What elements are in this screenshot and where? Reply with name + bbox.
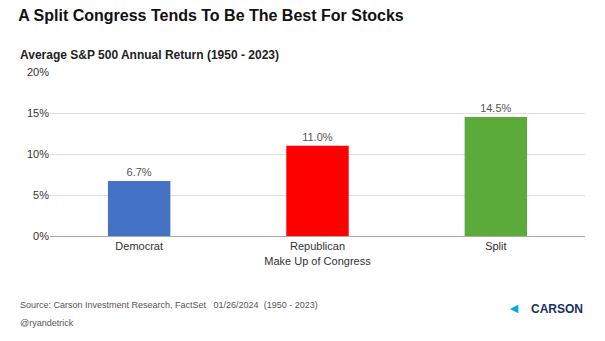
svg-text:Republican: Republican xyxy=(290,240,345,252)
svg-text:Make Up of Congress: Make Up of Congress xyxy=(264,255,371,267)
svg-text:5%: 5% xyxy=(33,189,49,201)
svg-text:14.5%: 14.5% xyxy=(480,102,511,114)
svg-text:Average S&P 500 Annual Return: Average S&P 500 Annual Return (1950 - 20… xyxy=(20,48,279,62)
svg-text:@ryandetrick: @ryandetrick xyxy=(20,318,74,328)
svg-text:6.7%: 6.7% xyxy=(127,166,152,178)
svg-text:11.0%: 11.0% xyxy=(302,131,333,143)
svg-text:0%: 0% xyxy=(33,230,49,242)
svg-text:A Split Congress Tends To Be T: A Split Congress Tends To Be The Best Fo… xyxy=(18,7,404,24)
svg-text:◄: ◄ xyxy=(507,300,521,316)
svg-text:Source: Carson Investment Rese: Source: Carson Investment Research, Fact… xyxy=(20,300,318,310)
svg-text:CARSON: CARSON xyxy=(531,302,583,316)
svg-text:10%: 10% xyxy=(27,148,49,160)
svg-text:15%: 15% xyxy=(27,107,49,119)
svg-text:20%: 20% xyxy=(27,66,49,78)
svg-text:Split: Split xyxy=(485,240,506,252)
svg-text:Democrat: Democrat xyxy=(115,240,163,252)
